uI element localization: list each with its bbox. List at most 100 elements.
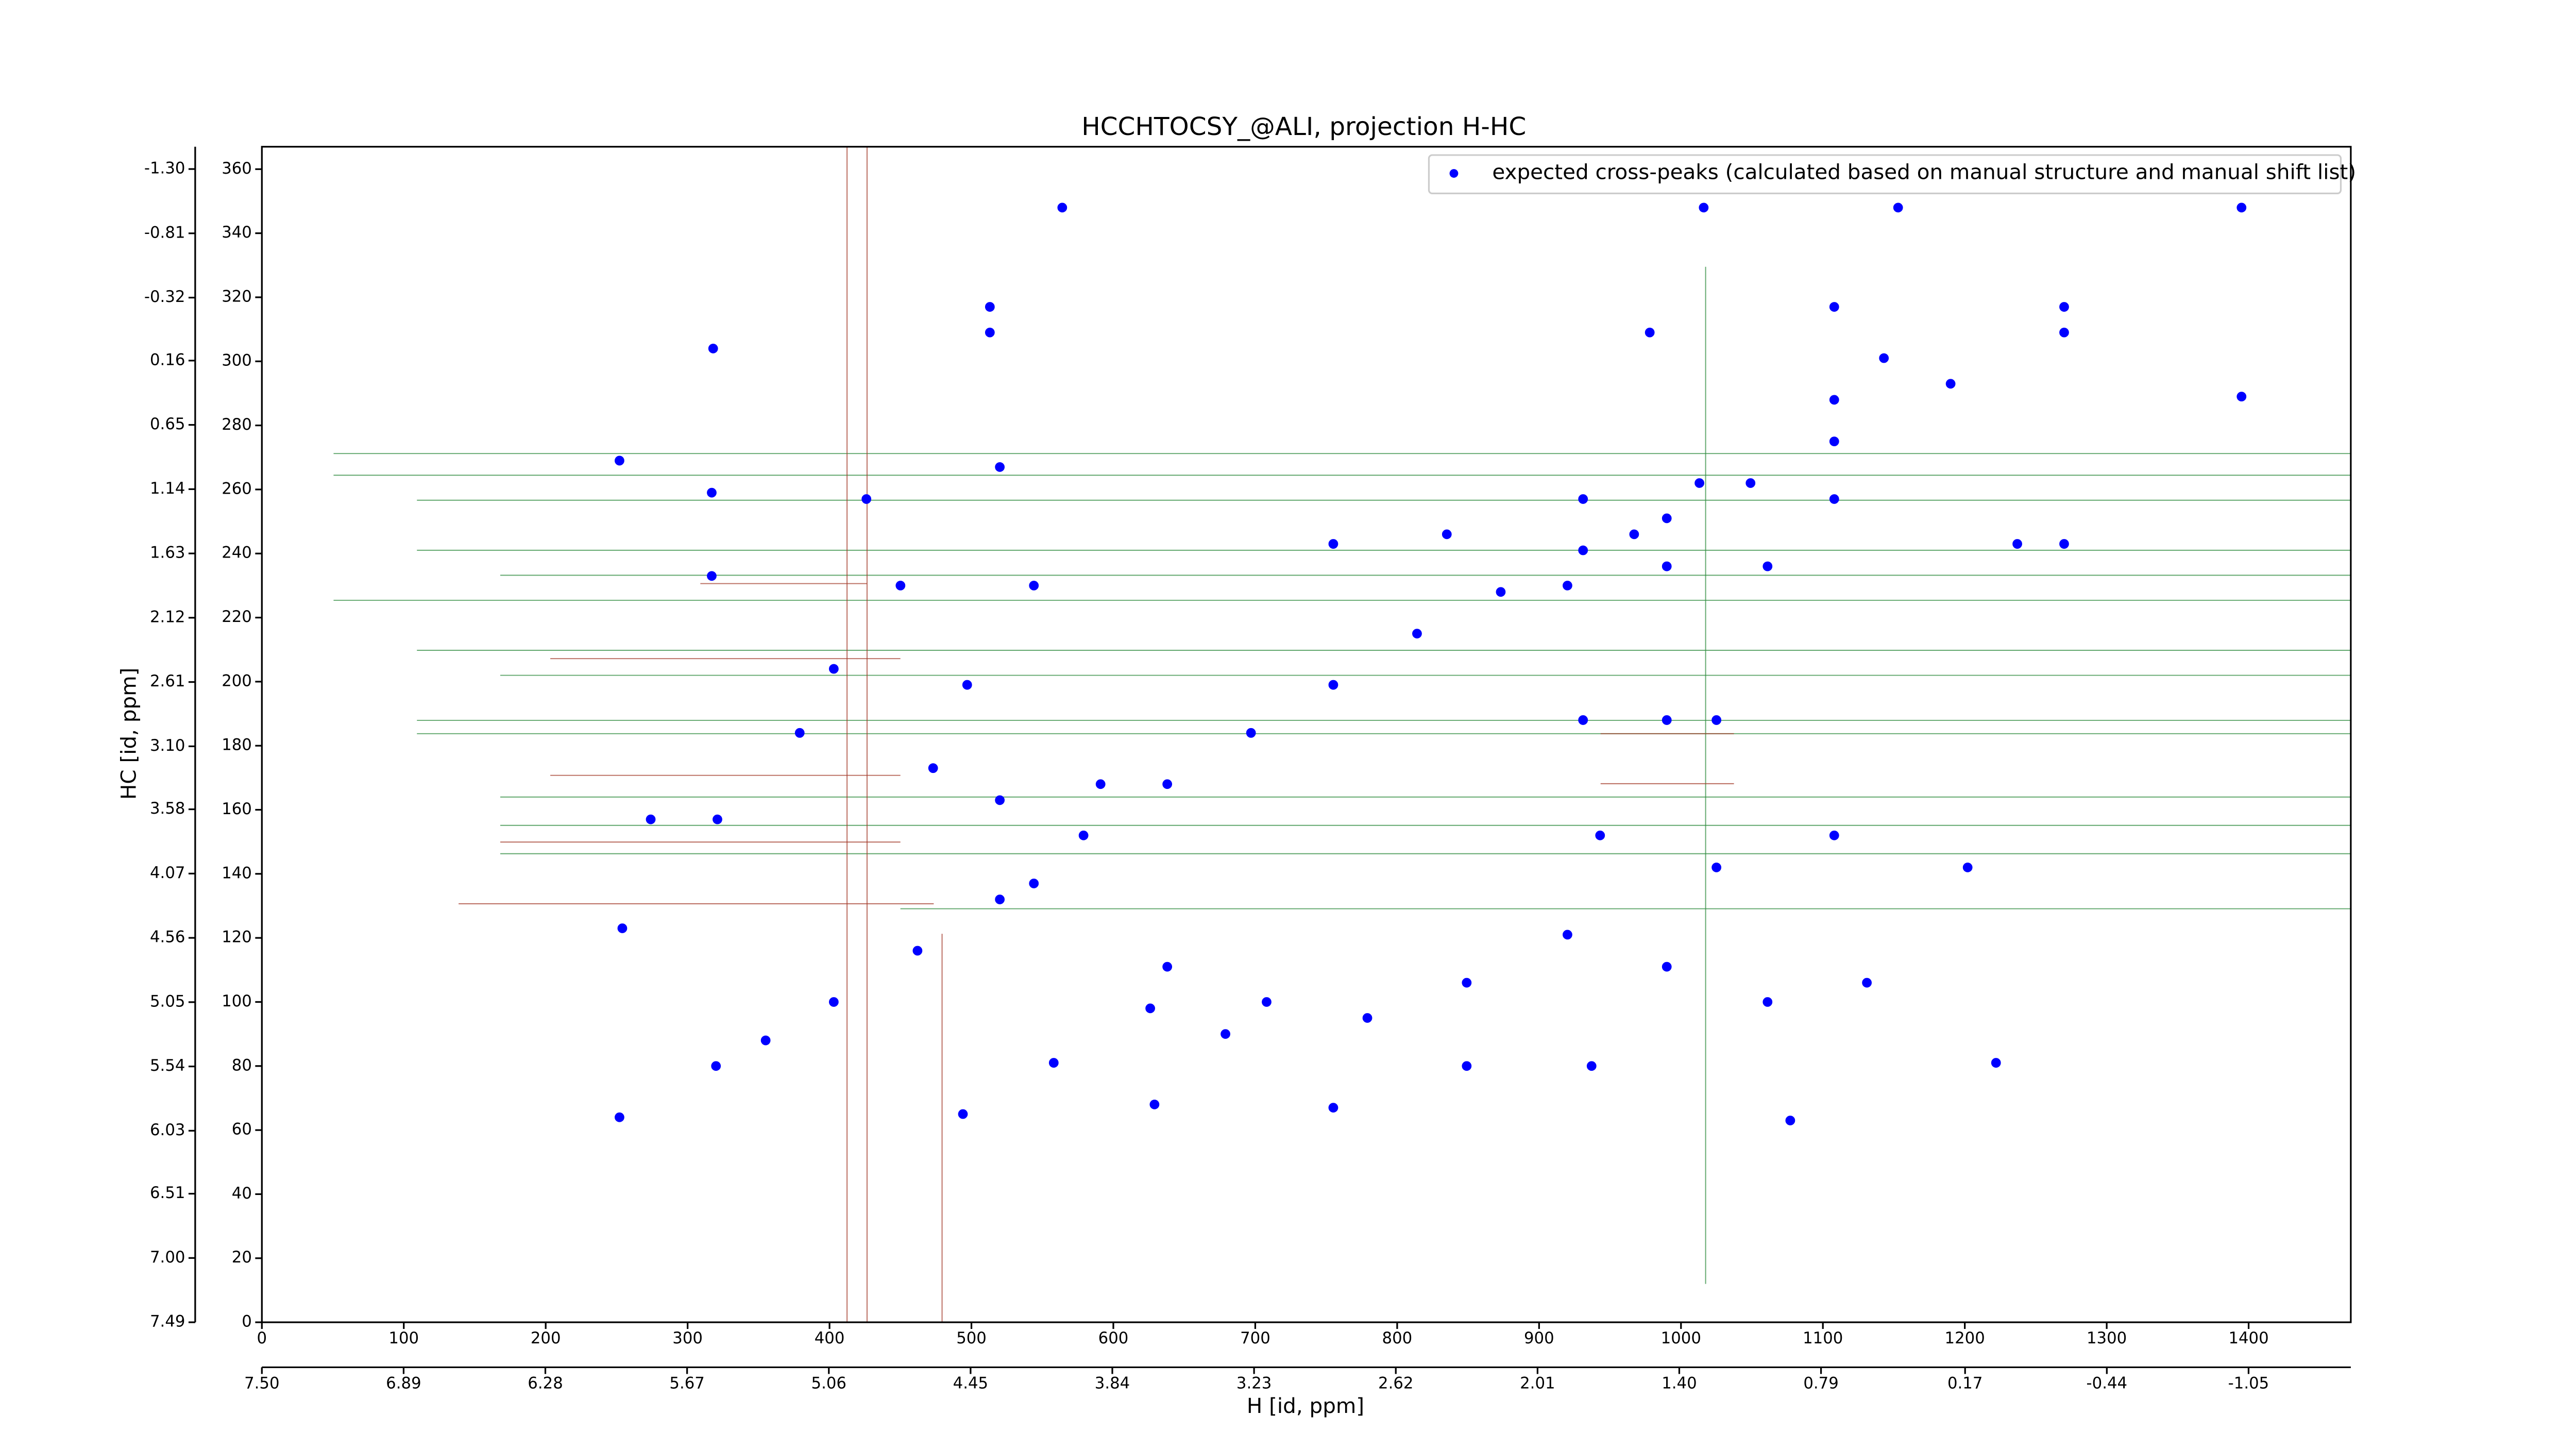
data-point [713,814,722,824]
y2-tick-label: -0.32 [144,288,185,306]
data-point [1595,830,1605,840]
data-point [1029,879,1039,888]
data-point [1442,529,1452,540]
data-point [1149,1099,1160,1109]
x2-tick-label: 5.67 [669,1374,704,1392]
x2-tick-label: 3.84 [1095,1374,1130,1392]
y2-tick-label: 6.51 [150,1184,185,1202]
data-point [1496,587,1506,597]
y2-tick-label: 2.61 [150,672,185,690]
data-point [708,343,718,353]
y-tick-label: 180 [222,736,252,754]
y2-tick-label: -1.30 [144,159,185,178]
data-point [928,763,938,773]
y-tick-label: 360 [222,159,252,178]
data-point [895,580,906,591]
data-point [958,1109,968,1119]
data-point [985,302,995,312]
x-axis-label: H [id, ppm] [1247,1393,1364,1418]
y2-tick-label: -0.81 [144,223,185,242]
x2-tick-label: -0.44 [2087,1374,2128,1392]
data-point [962,680,972,690]
y2-tick-label: 0.65 [150,415,185,433]
y2-tick-label: 2.12 [150,608,185,626]
data-point [760,1035,771,1046]
y-tick-label: 160 [222,800,252,818]
data-point [1662,513,1672,524]
data-point [1662,715,1672,725]
y-tick-label: 0 [242,1312,252,1331]
x2-tick-label: 0.17 [1947,1374,1982,1392]
x-tick-label: 0 [257,1329,267,1347]
y2-tick-label: 7.00 [150,1248,185,1267]
y-tick-label: 40 [232,1184,252,1203]
y2-tick-label: 1.63 [150,544,185,562]
y-tick-label: 200 [222,671,252,690]
y2-tick-label: 7.49 [150,1312,185,1331]
data-point [1945,379,1956,389]
y2-tick-label: 0.16 [150,350,185,369]
x-tick-label: 100 [388,1329,419,1347]
data-point [1645,327,1655,338]
data-point [1563,930,1572,940]
y2-tick-label: 3.58 [150,799,185,818]
x2-tick-label: 2.62 [1378,1374,1413,1392]
legend-box [1428,154,2342,194]
data-point [711,1061,721,1071]
x-tick-label: 1200 [1945,1329,1985,1347]
data-point [1221,1029,1230,1039]
data-point [707,487,717,498]
y-tick-label: 100 [222,992,252,1010]
data-point [1699,203,1709,213]
y-axis-label: HC [id, ppm] [116,668,141,800]
data-point [1829,830,1839,840]
data-point [1694,478,1704,488]
data-point [1711,715,1722,725]
data-point [1829,494,1839,504]
x-tick-label: 1300 [2087,1329,2127,1347]
data-point [2059,327,2069,338]
data-point [2059,302,2069,312]
data-point [1328,539,1338,549]
data-point [1662,962,1672,972]
data-point [1328,680,1338,690]
data-point [2059,539,2069,549]
data-point [1762,997,1773,1007]
data-point [1462,1061,1472,1071]
data-point [1412,629,1422,638]
y2-tick-label: 4.07 [150,864,185,882]
y-tick-label: 280 [222,415,252,434]
x2-tick-label: 5.06 [811,1374,846,1392]
data-point [2236,392,2247,402]
data-point [1362,1013,1372,1023]
data-point [828,997,839,1007]
data-point [615,456,624,466]
y2-tick-label: 5.54 [150,1056,185,1075]
x2-tick-label: 2.01 [1520,1374,1555,1392]
data-point [1578,494,1588,504]
y-tick-label: 320 [222,287,252,306]
data-point [1785,1116,1795,1125]
data-point [2236,203,2247,213]
data-point [912,946,923,956]
x2-tick-label: 6.28 [528,1374,563,1392]
data-point [828,664,839,674]
data-point [794,728,805,738]
data-point [1745,478,1756,488]
data-point [1762,561,1773,571]
x-tick-label: 800 [1382,1329,1413,1347]
data-point [995,895,1005,904]
chart-title: HCCHTOCSY_@ALI, projection H-HC [1081,112,1526,141]
data-point [1991,1058,2001,1068]
x-tick-label: 1400 [2228,1329,2268,1347]
data-point [1578,545,1588,555]
x-tick-label: 500 [956,1329,987,1347]
y-tick-label: 20 [232,1248,252,1267]
x-tick-label: 1100 [1803,1329,1843,1347]
data-point [1962,862,1973,872]
y-tick-label: 340 [222,223,252,242]
data-point [1162,962,1173,972]
data-point [1328,1103,1338,1113]
data-point [1048,1058,1059,1068]
legend-marker [1449,169,1459,178]
